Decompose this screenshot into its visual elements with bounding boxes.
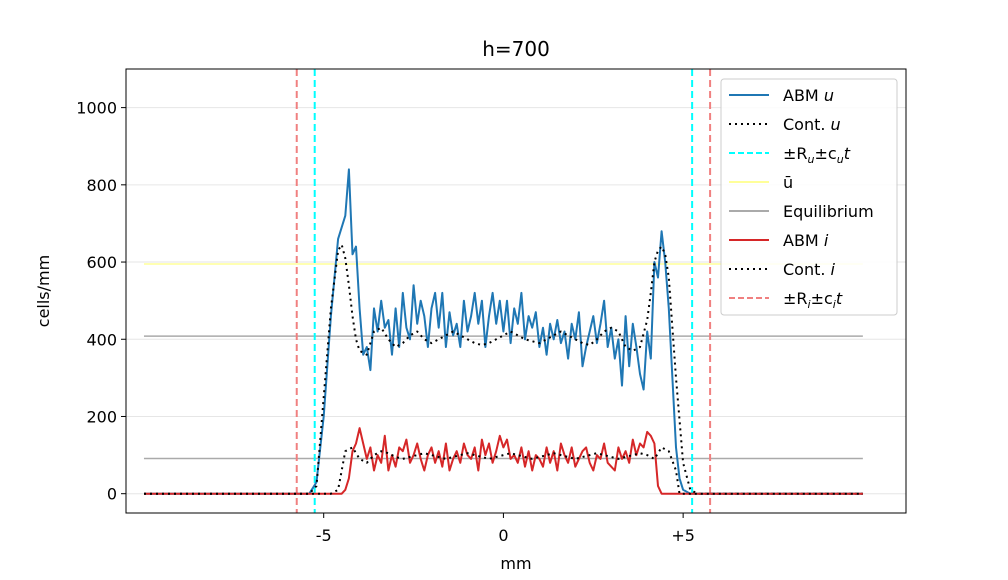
legend-label-7: ±Ri±cit	[783, 289, 843, 311]
legend-label-5: ABM i	[783, 231, 829, 250]
legend-label-1: Cont. u	[783, 115, 841, 134]
legend-label-6: Cont. i	[783, 260, 836, 279]
y-tick-label-3: 600	[86, 253, 117, 272]
x-axis-ticks: -5 0 +5	[316, 513, 695, 545]
legend: ABM u Cont. u ±Ru±cut ū Equilibrium ABM i Cont…	[720, 78, 898, 316]
series-line-1	[144, 243, 863, 495]
y-tick-label-0: 0	[107, 485, 117, 504]
legend-label-2: ±Ru±cut	[783, 144, 851, 166]
axes-frame	[125, 68, 907, 514]
x-tick-label-2: +5	[671, 526, 695, 545]
x-tick-label-0: -5	[316, 526, 332, 545]
legend-label-4: Equilibrium	[783, 202, 874, 221]
legend-box	[720, 78, 898, 316]
legend-label-0: ABM u	[783, 86, 834, 105]
y-axis-ticks: 0 200 400 600 800 1000	[76, 99, 126, 504]
y-tick-label-4: 800	[86, 176, 117, 195]
series-line-0	[144, 168, 863, 495]
y-tick-label-1: 200	[86, 407, 117, 426]
y-tick-label-5: 1000	[76, 99, 117, 118]
chart-title: h=700	[482, 37, 550, 61]
x-axis-label: mm	[500, 554, 531, 573]
legend-label-3: ū	[783, 173, 793, 192]
y-tick-label-2: 400	[86, 330, 117, 349]
plot-area	[144, 168, 863, 495]
y-axis-label: cells/mm	[34, 255, 53, 327]
x-tick-label-1: 0	[498, 526, 508, 545]
